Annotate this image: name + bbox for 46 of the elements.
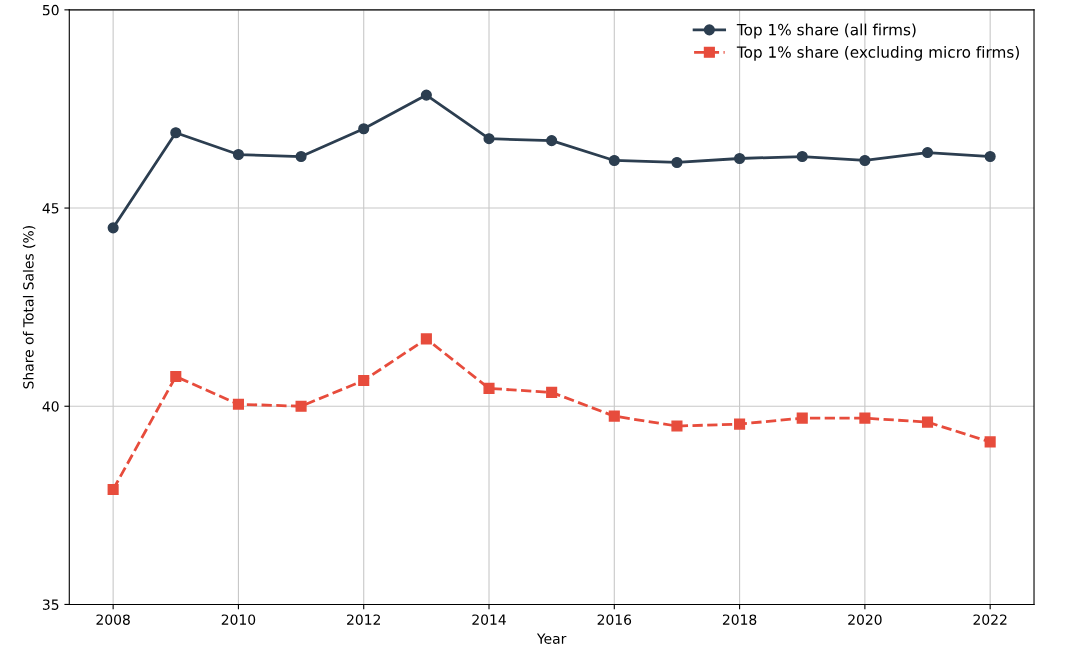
point (546, 386, 558, 398)
y-tick-label: 50 (42, 4, 59, 16)
point (170, 127, 182, 139)
point (671, 156, 683, 169)
legend-label: Top 1% share (excluding micro firms) (736, 46, 1019, 61)
point (796, 412, 808, 424)
point (358, 123, 370, 135)
point (608, 410, 620, 422)
point (232, 398, 244, 410)
point (232, 148, 244, 161)
point (295, 400, 307, 412)
x-tick-label: 2020 (848, 614, 882, 625)
x-tick-label: 2010 (221, 614, 256, 625)
point (170, 370, 182, 383)
point (859, 412, 871, 424)
point (483, 133, 495, 145)
x-tick-label: 2022 (973, 614, 1007, 625)
x-tick-label: 2012 (347, 614, 380, 625)
point (608, 154, 620, 167)
point (107, 222, 119, 234)
x-tick-label: 2008 (96, 614, 130, 625)
point (796, 150, 808, 163)
point (921, 416, 934, 428)
x-axis-title: Year (536, 633, 567, 644)
point (859, 154, 871, 167)
point (420, 333, 432, 345)
x-tick-label: 2018 (722, 614, 757, 625)
point (546, 135, 558, 147)
y-tick-label: 35 (42, 599, 59, 610)
point (483, 382, 495, 394)
x-tick-label: 2014 (472, 614, 506, 625)
point (358, 374, 370, 387)
point (295, 150, 307, 163)
point (420, 89, 432, 101)
point (984, 436, 996, 448)
point (921, 146, 934, 159)
point (734, 418, 746, 430)
legend-label: Top 1% share (all firms) (736, 23, 916, 39)
y-axis-title: Share of Total Sales (%) (22, 226, 36, 389)
point (671, 420, 683, 432)
y-tick-label: 40 (42, 401, 59, 412)
y-tick-label: 45 (42, 203, 59, 214)
x-tick-label: 2016 (597, 614, 632, 625)
point (734, 152, 746, 165)
point (107, 483, 119, 496)
point (984, 150, 996, 163)
